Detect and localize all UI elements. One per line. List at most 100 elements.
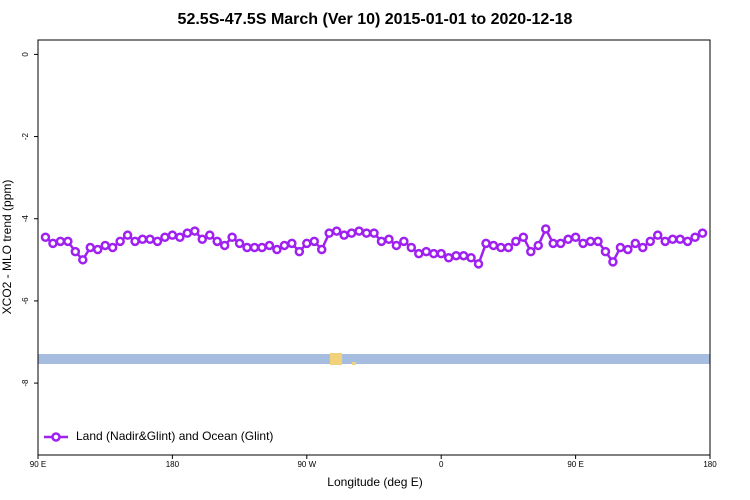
data-point (570, 232, 581, 242)
y-tick-label: 0 (21, 52, 30, 57)
legend-marker (51, 432, 61, 442)
x-tick-label: 90 W (297, 460, 316, 469)
data-point (160, 232, 170, 242)
data-point (458, 250, 469, 261)
data-point (40, 232, 51, 242)
data-point (249, 242, 260, 253)
data-point (660, 236, 670, 247)
y-tick-label: -4 (21, 215, 30, 223)
data-point (122, 230, 133, 240)
data-point (496, 242, 506, 253)
x-tick-label: 180 (703, 460, 717, 469)
data-point (92, 244, 103, 255)
data-point (219, 240, 230, 251)
data-point (630, 238, 641, 249)
data-point (197, 234, 208, 245)
data-point (309, 236, 320, 247)
data-point (376, 236, 387, 247)
data-point (600, 246, 611, 257)
data-point (428, 248, 439, 259)
data-point (212, 236, 222, 247)
data-point (406, 242, 417, 253)
data-point (384, 234, 394, 245)
data-point (615, 242, 626, 253)
data-point (533, 240, 544, 251)
x-tick-label: 90 E (567, 460, 583, 469)
y-tick-label: -8 (21, 379, 30, 387)
data-point (234, 238, 245, 249)
data-point (399, 236, 409, 247)
data-point (190, 226, 200, 236)
data-point (279, 240, 290, 251)
data-point (302, 238, 312, 249)
data-point (339, 230, 349, 240)
data-point (518, 232, 529, 242)
data-point (137, 234, 148, 245)
data-point (294, 246, 305, 257)
data-point (242, 242, 252, 253)
data-point (391, 240, 402, 251)
data-point (623, 244, 633, 255)
data-point (488, 240, 499, 251)
data-point (145, 234, 155, 245)
x-tick-label: 180 (166, 460, 180, 469)
data-point (175, 232, 185, 242)
data-point (354, 226, 364, 236)
data-point (414, 248, 424, 259)
data-point (78, 255, 88, 265)
surface-band (38, 353, 710, 365)
ocean-band (38, 354, 710, 364)
data-point (130, 236, 140, 247)
data-point (608, 257, 618, 267)
data-point (690, 232, 700, 242)
data-point (85, 242, 96, 253)
x-axis-label: Longitude (deg E) (327, 475, 422, 489)
data-point (115, 236, 125, 247)
data-point (70, 246, 81, 257)
x-tick-label: 90 E (30, 460, 46, 469)
data-point (585, 236, 596, 247)
data-point (443, 253, 454, 263)
y-tick-label: -2 (21, 132, 30, 140)
data-point (152, 236, 163, 247)
data-point (555, 238, 566, 249)
y-tick-label: -6 (21, 297, 30, 305)
data-point (511, 236, 521, 247)
data-point (667, 234, 678, 245)
data-point (204, 230, 215, 240)
data-point (675, 234, 685, 245)
data-point (503, 242, 514, 253)
data-point (227, 232, 237, 242)
data-point (436, 248, 446, 259)
data-point (481, 238, 491, 249)
data-point (473, 259, 484, 269)
x-tick-label: 0 (439, 460, 444, 469)
data-point (451, 250, 461, 261)
data-point (100, 240, 110, 251)
data-point (682, 236, 693, 247)
data-point (107, 242, 118, 253)
data-point (182, 228, 193, 238)
data-point (466, 253, 476, 263)
data-point (369, 228, 379, 238)
data-point (697, 228, 708, 238)
plot-frame (37, 39, 711, 456)
data-point (272, 244, 282, 255)
data-point (287, 238, 297, 249)
data-point (652, 230, 663, 240)
data-point (331, 226, 342, 236)
data-point (264, 240, 275, 251)
legend-label: Land (Nadir&Glint) and Ocean (Glint) (76, 429, 273, 443)
y-axis-label: XCO2 - MLO trend (ppm) (0, 180, 14, 315)
data-point (346, 228, 357, 238)
data-point (548, 238, 558, 249)
data-point (526, 246, 536, 257)
data-point (593, 236, 603, 247)
data-point (645, 236, 656, 247)
land-band (352, 362, 356, 365)
data-point (63, 236, 73, 247)
data-point (421, 246, 432, 257)
data-point (578, 238, 588, 249)
data-point (55, 236, 66, 247)
